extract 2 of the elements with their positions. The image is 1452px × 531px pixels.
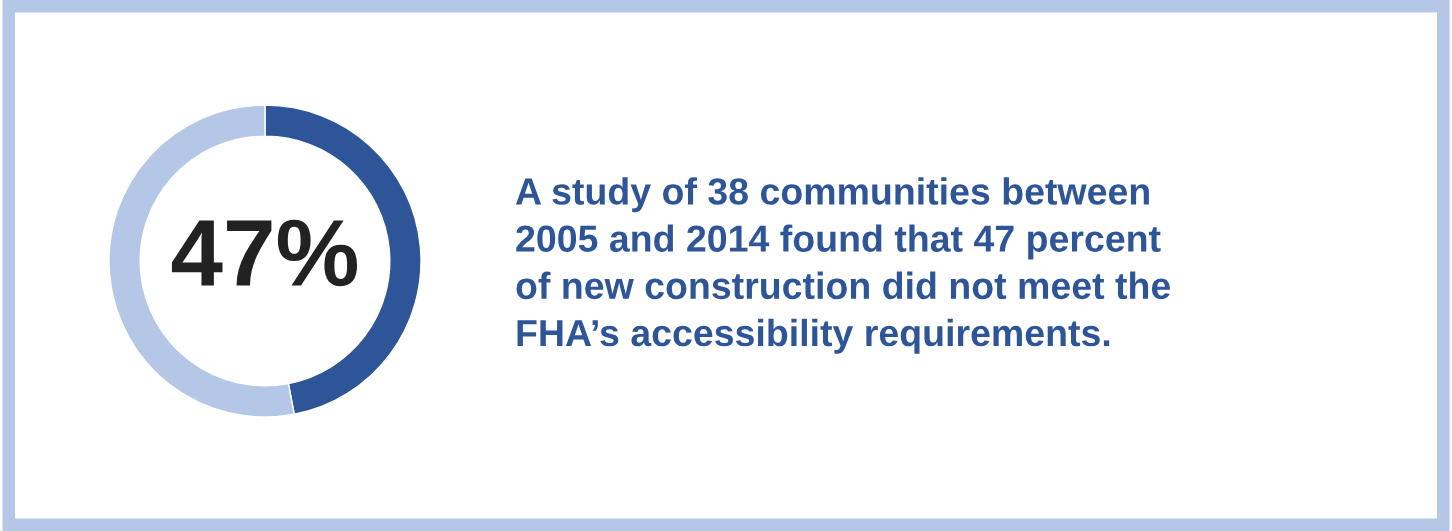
text: A study of 38 communities between 2005 and 2014 found that 47 percent of new construction did not meet the FHA’s accessibility requirements. [515, 177, 1170, 354]
text: 47% [171, 219, 358, 287]
